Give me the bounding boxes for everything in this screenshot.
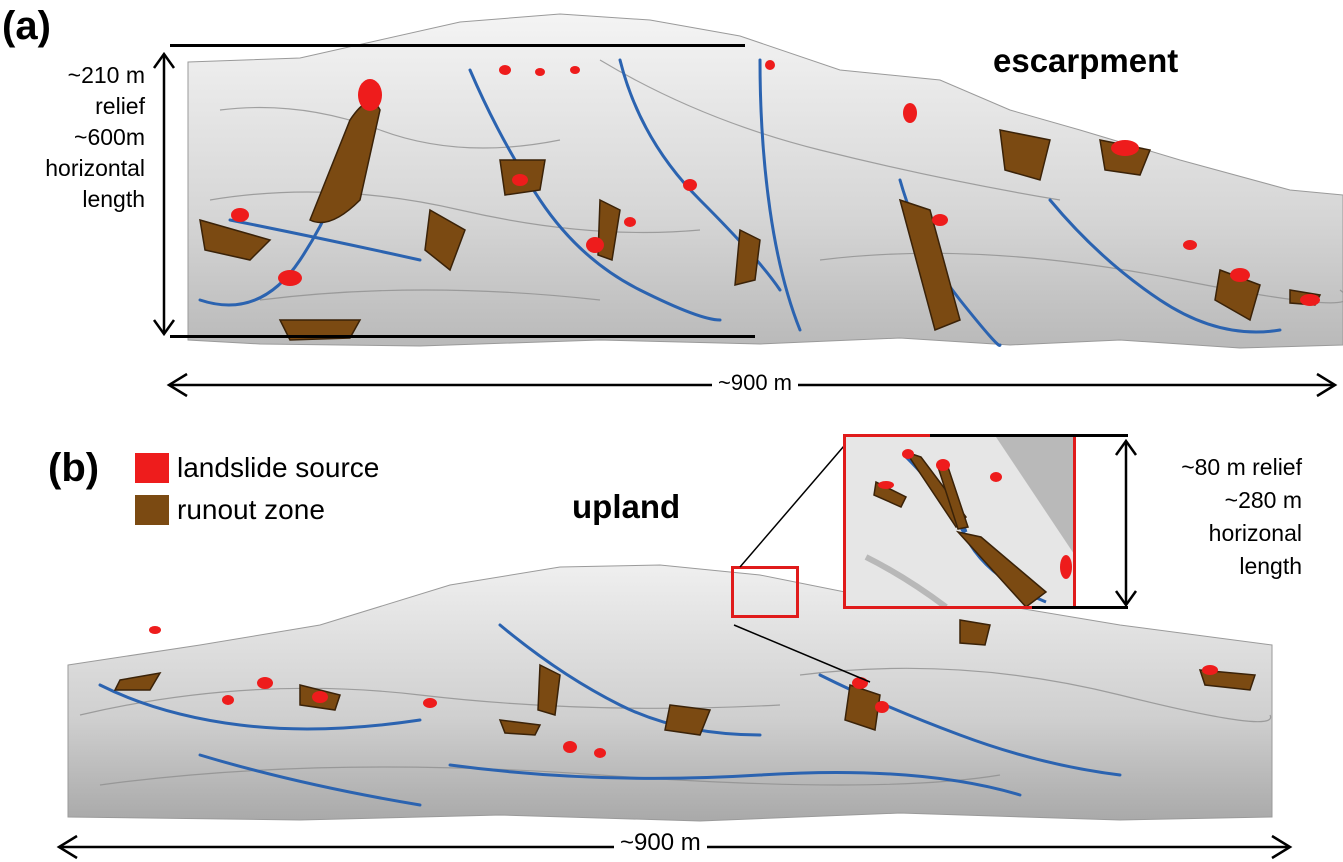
horizontal-word: horizontal xyxy=(45,155,145,181)
legend: landslide source runout zone xyxy=(135,448,379,530)
panel-b-label: (b) xyxy=(48,446,100,490)
relief-value: ~210 m xyxy=(67,62,145,88)
panel-a-dimensions-label: ~210 m relief ~600m horizontal length xyxy=(0,62,145,213)
inset-frame xyxy=(843,434,1076,609)
upland-terrain-image xyxy=(67,564,1273,822)
upland-label: upland xyxy=(572,488,681,525)
relief-top-line xyxy=(170,44,745,47)
inset-relief-value: ~80 m relief xyxy=(1181,454,1302,480)
legend-item-source: landslide source xyxy=(135,448,379,488)
length-word: length xyxy=(82,186,145,212)
inset-length-word: length xyxy=(1239,553,1302,579)
horizontal-value: ~600m xyxy=(74,124,145,150)
inset-vertical-arrow xyxy=(1114,438,1138,608)
escarpment-terrain-image xyxy=(187,13,1343,349)
inset-relief-top-line xyxy=(930,434,1128,437)
panel-b-width-label: ~900 m xyxy=(614,829,707,857)
panel-a-label: (a) xyxy=(2,4,51,48)
inset-connector-lines xyxy=(733,438,871,683)
legend-item-runout: runout zone xyxy=(135,490,379,530)
panel-a-width-label: ~900 m xyxy=(712,370,798,396)
inset-horizontal-word: horizonal xyxy=(1208,520,1302,546)
inset-dimensions-label: ~80 m relief ~280 m horizonal length xyxy=(1140,454,1302,580)
inset-magnified-view xyxy=(846,437,1076,609)
relief-word: relief xyxy=(95,93,145,119)
inset-locator-box xyxy=(731,566,799,618)
legend-source-label: landslide source xyxy=(177,452,380,483)
legend-runout-label: runout zone xyxy=(177,494,325,525)
vertical-relief-arrow xyxy=(152,51,176,337)
relief-bottom-line xyxy=(170,335,755,338)
inset-horizontal-value: ~280 m xyxy=(1224,487,1302,513)
runout-swatch xyxy=(135,495,169,525)
source-swatch xyxy=(135,453,169,483)
escarpment-label: escarpment xyxy=(993,42,1179,79)
inset-relief-bottom-line xyxy=(1032,606,1128,609)
